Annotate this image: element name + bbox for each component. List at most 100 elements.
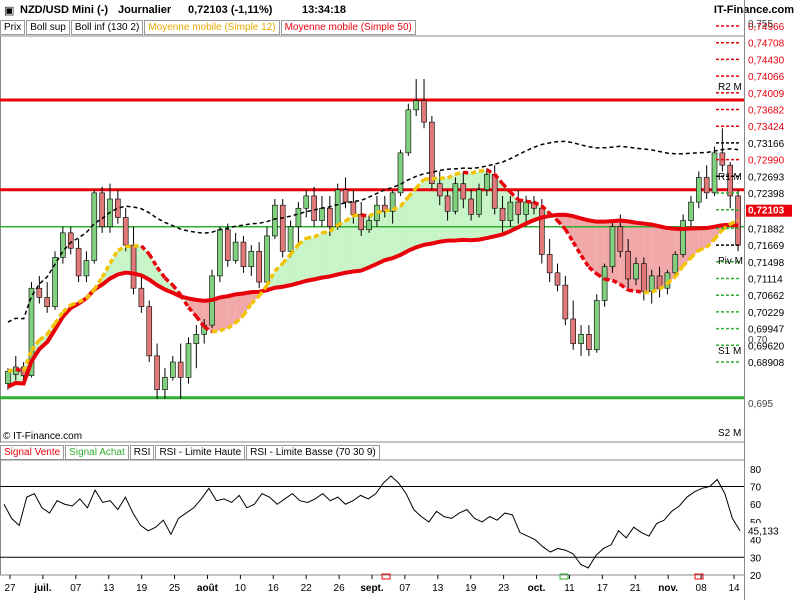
ma12-segment [21,349,34,372]
legend-prix[interactable]: Prix [0,20,26,35]
candle-body [185,343,192,378]
ma12-segment [470,169,480,175]
ma12-segment [463,170,472,175]
ma12-segment [407,186,418,199]
ma12-segment [548,212,559,222]
candle-body [397,152,404,194]
ma12-segment [353,213,362,218]
ma12-segment [313,231,323,239]
ma12-segment [689,249,701,259]
price-axis-label: 0,71882 [748,224,785,235]
candle-body [52,257,58,307]
candle-body [586,334,592,351]
ma12-segment [611,278,622,286]
ma12-segment [533,200,543,208]
x-axis-label: 07 [70,583,82,594]
candle-body [554,272,561,286]
candle-body [562,284,569,320]
price-axis-label: 0,69947 [748,325,785,336]
rsi-axis-tick: 20 [750,571,762,582]
symbol-icon: ▣ [4,5,15,17]
ma12-segment [289,243,300,256]
ma12-segment [556,219,567,231]
candle-body [625,251,631,280]
ma12-segment [211,328,221,334]
ma-cloud-segment [376,211,385,264]
top-legend: Prix Boll sup Boll inf (130 2) Moyenne m… [0,20,417,35]
ma12-segment [501,182,512,194]
ma12-segment [423,177,432,182]
legend-ma50[interactable]: Moyenne mobile (Simple 50) [280,20,416,35]
ma12-segment [265,270,277,287]
legend-ma12[interactable]: Moyenne mobile (Simple 12) [144,20,280,35]
ma12-segment [391,204,402,212]
ma12-segment [297,236,308,246]
ma12-segment [7,367,17,373]
price-axis-label: 0,74966 [748,22,785,33]
ma12-segment [525,199,535,205]
candle-body [484,174,490,191]
ma12-segment [579,254,591,269]
ma12-segment [273,262,284,273]
ma12-segment [376,209,386,215]
x-axis-label: 16 [268,583,280,594]
x-axis-label: 23 [498,583,510,594]
signal-marker [381,573,391,580]
candle-body [546,254,553,274]
legend-boll-inf[interactable]: Boll inf (130 2) [70,20,144,35]
ma12-segment [70,300,80,307]
price-axis-label: 0,73682 [748,106,785,117]
candle-body [507,201,514,221]
candle-body [727,164,734,197]
candle-body [217,229,223,277]
ma-cloud-segment [651,224,660,292]
ma50-line [7,212,739,389]
ma12-segment [250,294,261,306]
candle-body [154,355,160,391]
ma12-segment [658,281,669,291]
candle-body [28,287,35,376]
brand-label: IT-Finance.com [713,4,794,16]
rsi-axis-tick: 30 [750,553,762,564]
candle-body [499,207,506,221]
ma-cloud-segment [298,237,307,284]
candle-body [224,229,231,261]
symbol-label: NZD/USD Mini (-) [20,4,108,16]
candle-body [44,297,50,307]
x-axis-label: 08 [696,583,708,594]
ma12-segment [147,253,159,269]
ma-cloud-segment [596,221,605,280]
ma-cloud-segment [219,296,228,331]
ma12-segment [587,265,598,276]
ma-cloud-segment [557,214,566,230]
candle-body [83,260,90,277]
candle-body [177,361,184,378]
ma12-segment [85,288,96,300]
ma12-segment [336,219,347,227]
bollinger-upper-line [7,140,739,323]
ma-cloud-segment [196,299,205,327]
ma12-segment [219,326,229,333]
ma12-segment [604,277,613,283]
candle-body [303,195,310,209]
legend-boll-sup[interactable]: Boll sup [26,20,70,35]
ma12-segment [493,173,504,185]
ma12-segment [53,311,65,325]
ma12-segment [431,176,440,181]
ma-cloud-segment [306,237,315,281]
ma12-segment [509,190,520,202]
x-axis-label: juil. [33,583,51,594]
rsi-axis-tick: 40 [750,536,762,547]
ma12-segment [517,198,527,204]
pivot-label: S2 M [718,428,741,439]
ma12-segment [92,276,104,291]
ma12-segment [414,178,426,190]
rsi-line [3,475,741,569]
price-axis-label: 0,71669 [748,241,785,252]
ma-cloud-segment [321,231,330,278]
candle-body [99,192,105,227]
pivot-label: R1 M [718,172,742,183]
price-label: 0,72103 (-1,11%) [188,4,273,16]
price-axis-label: 0,68908 [748,358,785,369]
